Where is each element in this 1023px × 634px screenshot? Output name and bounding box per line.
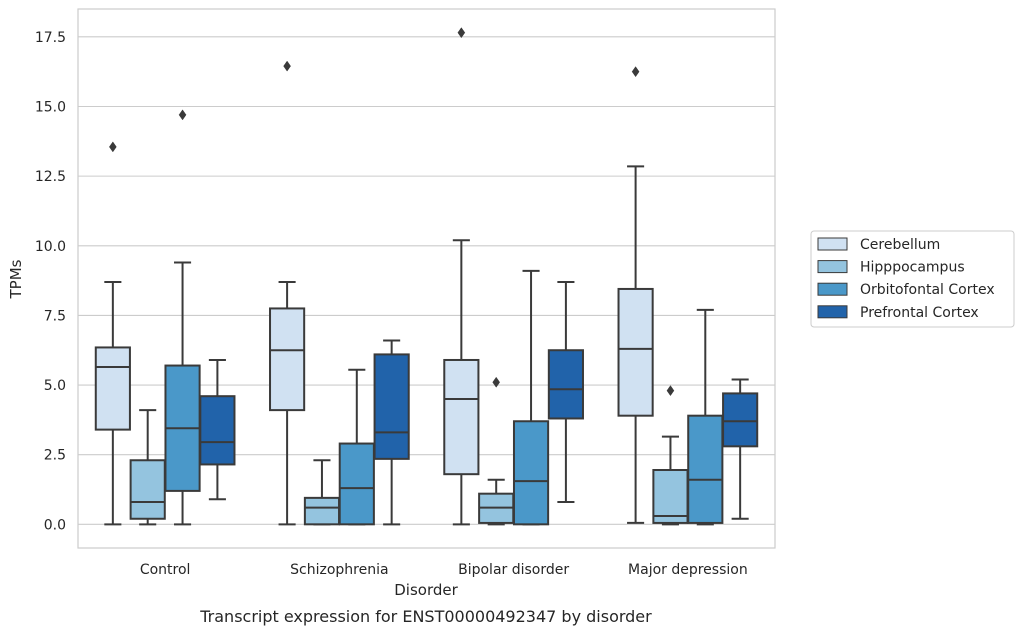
- x-tick-label: Bipolar disorder: [458, 562, 569, 578]
- plot-frame: [77, 8, 776, 549]
- y-tick-label: 10.0: [35, 239, 66, 255]
- box-control: [199, 358, 236, 501]
- legend-swatch: [817, 237, 848, 251]
- box-body: [94, 346, 131, 431]
- box-body: [512, 420, 550, 526]
- outlier-point: [109, 141, 117, 153]
- series-prefrontal-cortex: [199, 280, 759, 526]
- box-body: [687, 414, 724, 524]
- series-cerebellum: [94, 27, 654, 526]
- box-major-depression: [687, 308, 724, 526]
- legend-label: Cerebellum: [860, 237, 940, 253]
- x-tick-label: Schizophrenia: [290, 562, 388, 578]
- box-schizophrenia: [373, 339, 410, 526]
- box-body: [338, 442, 375, 526]
- outlier-point: [492, 376, 501, 388]
- x-tick-label: Major depression: [628, 562, 748, 578]
- legend: Cerebellum Hipppocampus Orbitofontal Corte…: [810, 230, 1015, 328]
- box-body: [129, 459, 166, 520]
- y-tick-label: 2.5: [44, 448, 66, 464]
- y-tick-label: 12.5: [35, 169, 66, 185]
- y-tick-labels: 0.0 2.5 5.0 7.5 10.0 12.5 15.0 17.5: [35, 30, 66, 533]
- box-series: [94, 27, 759, 526]
- outlier-point: [666, 385, 675, 397]
- box-control: [164, 109, 201, 526]
- box-major-depression: [722, 378, 759, 520]
- y-tick-label: 5.0: [44, 378, 66, 394]
- plot-border: [77, 8, 776, 549]
- chart-caption: Transcript expression for ENST0000049234…: [199, 607, 652, 626]
- box-body: [617, 287, 654, 417]
- y-tick-label: 0.0: [44, 517, 66, 533]
- y-axis-title: TPMs: [7, 259, 25, 299]
- legend-swatch: [817, 260, 848, 274]
- grid-lines: [78, 36, 775, 525]
- box-body: [443, 358, 480, 476]
- outlier-point: [178, 109, 187, 121]
- box-body: [722, 392, 759, 448]
- box-schizophrenia: [303, 459, 341, 526]
- box-control: [94, 141, 131, 526]
- box-control: [129, 409, 166, 526]
- y-tick-label: 17.5: [35, 30, 66, 46]
- box-body: [303, 496, 341, 526]
- box-body: [373, 353, 410, 460]
- box-major-depression: [617, 66, 654, 524]
- box-bipolar-disorder: [443, 27, 480, 526]
- y-tick-label: 7.5: [44, 308, 66, 324]
- x-tick-labels: Control Schizophrenia Bipolar disorder Majo…: [140, 562, 748, 578]
- outlier-point: [283, 60, 291, 72]
- box-bipolar-disorder: [512, 269, 550, 526]
- legend-label: Hipppocampus: [860, 260, 965, 276]
- box-body: [269, 307, 306, 412]
- x-axis-title: Disorder: [394, 581, 458, 599]
- y-tick-label: 15.0: [35, 99, 66, 115]
- legend-swatch: [817, 282, 848, 296]
- box-schizophrenia: [338, 368, 375, 526]
- series-hipppocampus: [129, 376, 689, 526]
- outlier-point: [457, 27, 466, 39]
- legend-swatch: [817, 305, 848, 319]
- box-bipolar-disorder: [478, 376, 515, 526]
- outlier-point: [631, 66, 640, 78]
- legend-label: Orbitofontal Cortex: [860, 282, 995, 298]
- box-body: [199, 395, 236, 466]
- box-schizophrenia: [269, 60, 306, 526]
- x-tick-label: Control: [140, 562, 191, 578]
- box-body: [547, 349, 584, 420]
- legend-frame: [810, 230, 1015, 328]
- legend-label: Prefrontal Cortex: [860, 305, 979, 321]
- box-bipolar-disorder: [547, 280, 584, 504]
